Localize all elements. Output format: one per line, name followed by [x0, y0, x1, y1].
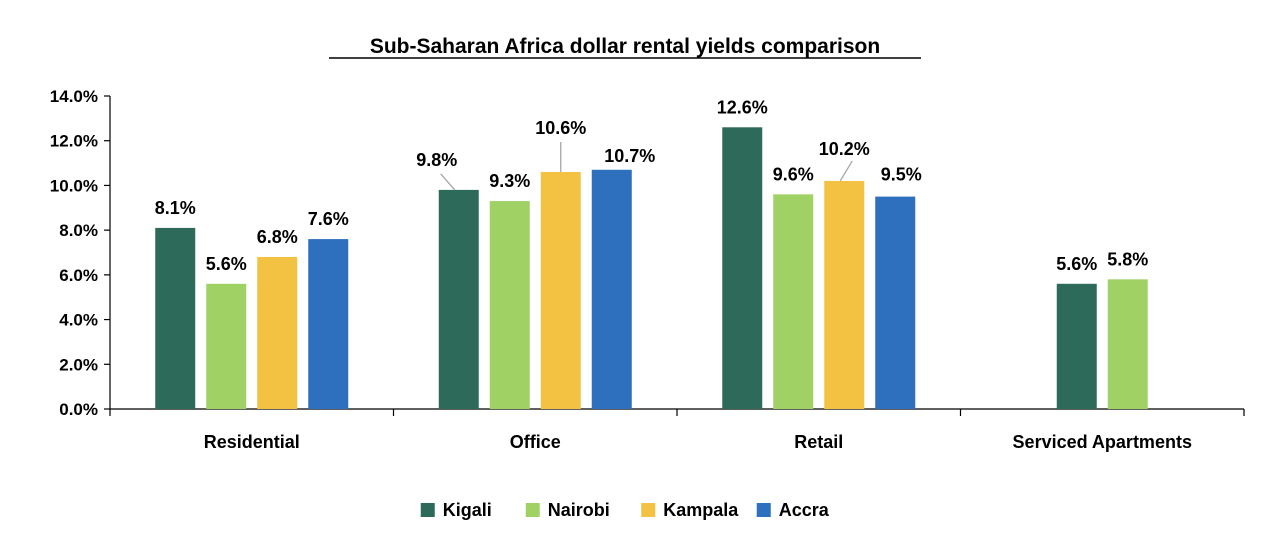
legend-swatch-nairobi — [525, 503, 540, 517]
data-label: 7.6% — [308, 209, 349, 229]
x-category-label: Serviced Apartments — [1013, 432, 1192, 452]
data-label: 12.6% — [717, 97, 768, 117]
bar-nairobi-retail — [773, 194, 814, 409]
bar-accra-office — [591, 169, 632, 409]
data-label: 5.6% — [206, 254, 247, 274]
legend-label-accra: Accra — [779, 500, 830, 520]
bar-nairobi-office — [489, 201, 530, 409]
data-label: 9.5% — [881, 165, 922, 185]
bar-kigali-residential — [155, 227, 196, 409]
legend-swatch-kigali — [420, 503, 435, 517]
bar-kampala-retail — [824, 180, 865, 409]
data-label: 10.7% — [604, 146, 655, 166]
x-category-label: Office — [510, 432, 561, 452]
y-tick-label: 4.0% — [59, 311, 98, 330]
data-label-leader — [440, 173, 456, 191]
data-label: 6.8% — [257, 227, 298, 247]
y-tick-label: 2.0% — [59, 355, 98, 374]
bar-accra-residential — [308, 239, 349, 409]
data-label: 5.6% — [1056, 254, 1097, 274]
data-label: 10.6% — [535, 118, 586, 138]
legend-swatch-accra — [756, 503, 771, 517]
y-tick-label: 8.0% — [59, 221, 98, 240]
data-label: 9.3% — [489, 171, 530, 191]
legend-label-kampala: Kampala — [663, 500, 739, 520]
legend-label-kigali: Kigali — [443, 500, 492, 520]
y-tick-label: 14.0% — [50, 87, 98, 106]
legend: Kigali Nairobi Kampala Accra — [420, 500, 830, 520]
data-label-leader — [839, 160, 853, 182]
bar-kigali-office — [438, 189, 479, 409]
bar-accra-retail — [875, 196, 916, 409]
legend-label-nairobi: Nairobi — [548, 500, 610, 520]
y-tick-label: 12.0% — [50, 132, 98, 151]
x-category-label: Residential — [204, 432, 300, 452]
plot-area: 0.0% 2.0% 4.0% 6.0% 8.0% 10.0% 12.0% 14.0% 8.1% 5… — [50, 87, 1245, 452]
y-tick-label: 6.0% — [59, 266, 98, 285]
legend-swatch-kampala — [641, 503, 656, 517]
bar-kampala-residential — [257, 256, 298, 409]
data-label: 8.1% — [155, 198, 196, 218]
x-category-label: Retail — [794, 432, 843, 452]
bar-kigali-serviced-apartments — [1056, 283, 1097, 409]
data-label: 10.2% — [819, 139, 870, 159]
data-label: 9.8% — [416, 150, 457, 170]
y-tick-label: 0.0% — [59, 400, 98, 419]
y-tick-label: 10.0% — [50, 176, 98, 195]
bar-nairobi-residential — [206, 283, 247, 409]
data-label: 9.6% — [773, 164, 814, 184]
bar-kigali-retail — [722, 127, 763, 410]
bar-kampala-office — [540, 172, 581, 409]
data-label: 5.8% — [1107, 249, 1148, 269]
bar-nairobi-serviced-apartments — [1107, 279, 1148, 409]
chart-title: Sub-Saharan Africa dollar rental yields … — [370, 35, 880, 58]
